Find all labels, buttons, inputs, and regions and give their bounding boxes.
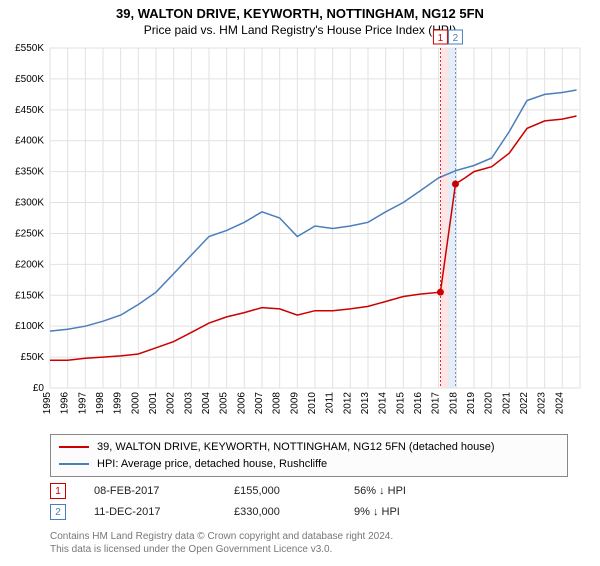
x-tick-label: 2006	[236, 392, 247, 415]
x-tick-label: 2016	[413, 392, 424, 415]
x-tick-label: 2017	[431, 392, 442, 415]
y-tick-label: £250K	[15, 228, 44, 239]
x-tick-label: 2011	[325, 392, 336, 414]
marker-table-row: 2 11-DEC-2017£330,0009% ↓ HPI	[50, 504, 406, 520]
y-tick-label: £150K	[15, 290, 44, 301]
legend-swatch	[59, 463, 89, 465]
x-tick-label: 2019	[466, 392, 477, 415]
y-tick-label: £350K	[15, 167, 44, 178]
y-tick-label: £200K	[15, 259, 44, 270]
x-tick-label: 2021	[501, 392, 512, 415]
chart-title: 39, WALTON DRIVE, KEYWORTH, NOTTINGHAM, …	[0, 6, 600, 21]
x-tick-label: 1996	[60, 392, 71, 415]
x-tick-label: 1995	[42, 392, 53, 415]
marker-band-1	[440, 48, 448, 388]
plot-area: £0£50K£100K£150K£200K£250K£300K£350K£400…	[50, 48, 580, 388]
x-tick-label: 1998	[95, 392, 106, 415]
marker-dot-2	[452, 181, 459, 188]
marker-badge-2: 2	[448, 30, 462, 44]
footer-text: Contains HM Land Registry data © Crown c…	[50, 530, 393, 556]
y-tick-label: £50K	[21, 352, 45, 363]
legend-row: HPI: Average price, detached house, Rush…	[59, 456, 559, 473]
x-tick-label: 2023	[537, 392, 548, 415]
marker-table: 1 08-FEB-2017£155,00056% ↓ HPI 2 11-DEC-201…	[50, 478, 406, 525]
chart-container: 39, WALTON DRIVE, KEYWORTH, NOTTINGHAM, …	[0, 6, 600, 566]
legend-swatch	[59, 446, 89, 448]
x-tick-label: 2012	[342, 392, 353, 415]
x-tick-label: 2015	[395, 392, 406, 415]
y-tick-label: £450K	[15, 105, 44, 116]
marker-dot-1	[437, 289, 444, 296]
x-tick-label: 1997	[77, 392, 88, 415]
x-tick-label: 2000	[130, 392, 141, 415]
marker-table-badge: 2	[50, 504, 66, 520]
marker-price: £155,000	[234, 485, 354, 497]
x-tick-label: 2007	[254, 392, 265, 415]
x-tick-label: 2010	[307, 392, 318, 415]
y-tick-label: £500K	[15, 74, 44, 85]
x-tick-label: 2003	[183, 392, 194, 415]
marker-badge-1: 1	[433, 30, 447, 44]
y-tick-label: £100K	[15, 321, 44, 332]
legend-label: HPI: Average price, detached house, Rush…	[97, 456, 327, 473]
svg-text:1: 1	[438, 33, 444, 44]
legend-row: 39, WALTON DRIVE, KEYWORTH, NOTTINGHAM, …	[59, 439, 559, 456]
footer-line-2: This data is licensed under the Open Gov…	[50, 543, 393, 556]
x-tick-label: 2005	[219, 392, 230, 415]
marker-table-row: 1 08-FEB-2017£155,00056% ↓ HPI	[50, 483, 406, 499]
x-tick-label: 2001	[148, 392, 159, 415]
x-tick-label: 2002	[166, 392, 177, 415]
marker-table-badge: 1	[50, 483, 66, 499]
marker-diff: 56% ↓ HPI	[354, 485, 406, 497]
svg-text:2: 2	[453, 33, 459, 44]
marker-band-2	[448, 48, 456, 388]
chart-subtitle: Price paid vs. HM Land Registry's House …	[0, 23, 600, 37]
x-tick-label: 2018	[448, 392, 459, 415]
x-tick-label: 1999	[113, 392, 124, 415]
legend-box: 39, WALTON DRIVE, KEYWORTH, NOTTINGHAM, …	[50, 434, 568, 477]
x-tick-label: 2004	[201, 392, 212, 415]
x-tick-label: 2020	[484, 392, 495, 415]
x-tick-label: 2014	[378, 392, 389, 415]
x-tick-label: 2008	[272, 392, 283, 415]
x-tick-label: 2022	[519, 392, 530, 415]
x-tick-label: 2024	[554, 392, 565, 415]
x-tick-label: 2013	[360, 392, 371, 415]
footer-line-1: Contains HM Land Registry data © Crown c…	[50, 530, 393, 543]
y-tick-label: £300K	[15, 198, 44, 209]
marker-price: £330,000	[234, 506, 354, 518]
legend-label: 39, WALTON DRIVE, KEYWORTH, NOTTINGHAM, …	[97, 439, 495, 456]
marker-date: 11-DEC-2017	[94, 506, 234, 518]
marker-diff: 9% ↓ HPI	[354, 506, 400, 518]
marker-date: 08-FEB-2017	[94, 485, 234, 497]
y-tick-label: £550K	[15, 43, 44, 54]
y-tick-label: £400K	[15, 136, 44, 147]
x-tick-label: 2009	[289, 392, 300, 415]
